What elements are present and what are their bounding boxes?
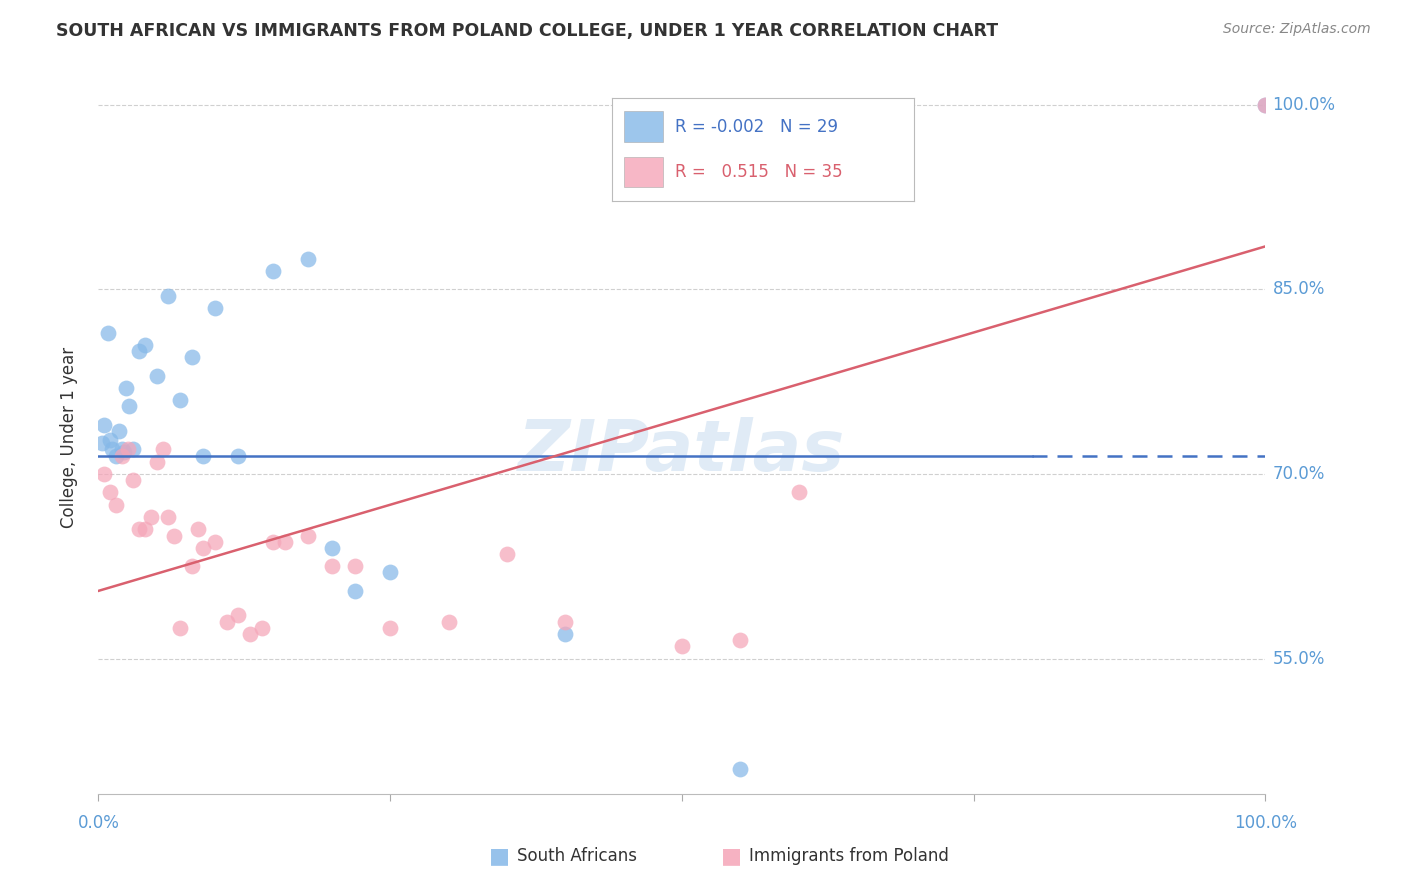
Point: [104, 498, 127, 512]
Point: [378, 621, 402, 635]
Point: [112, 445, 135, 459]
Text: 55.0%: 55.0%: [1272, 649, 1324, 667]
Point: [146, 455, 169, 469]
Point: [193, 541, 215, 555]
Text: ■: ■: [721, 847, 741, 866]
Point: [169, 393, 191, 408]
Point: [671, 639, 693, 653]
Point: [262, 264, 284, 278]
Point: [128, 522, 150, 536]
Text: Source: ZipAtlas.com: Source: ZipAtlas.com: [1223, 22, 1371, 37]
Text: 100.0%: 100.0%: [1272, 95, 1336, 114]
Point: [344, 559, 367, 574]
Point: [378, 566, 402, 580]
Point: [108, 424, 131, 438]
Text: R = -0.002   N = 29: R = -0.002 N = 29: [675, 118, 838, 136]
Point: [128, 343, 150, 358]
Point: [204, 301, 226, 315]
Point: [297, 528, 319, 542]
Text: 70.0%: 70.0%: [1272, 465, 1324, 483]
Point: [215, 615, 238, 629]
Text: Immigrants from Poland: Immigrants from Poland: [749, 847, 949, 865]
Point: [437, 615, 460, 629]
Point: [787, 485, 810, 500]
Text: 0.0%: 0.0%: [77, 814, 120, 831]
Point: [146, 368, 169, 383]
Point: [104, 449, 127, 463]
Point: [554, 627, 576, 641]
Point: [204, 534, 226, 549]
Point: [1254, 98, 1277, 112]
Point: [101, 442, 124, 457]
Point: [139, 510, 162, 524]
Point: [262, 534, 284, 549]
Point: [98, 433, 121, 447]
Point: [163, 528, 186, 542]
Point: [1254, 98, 1277, 112]
Point: [274, 534, 297, 549]
Point: [554, 615, 576, 629]
Point: [111, 442, 134, 457]
Point: [157, 288, 180, 302]
Point: [93, 417, 115, 432]
Y-axis label: College, Under 1 year: College, Under 1 year: [59, 346, 77, 528]
Point: [180, 559, 202, 574]
Point: [344, 583, 367, 598]
Point: [180, 350, 202, 364]
Point: [111, 449, 134, 463]
Text: ZIPatlas: ZIPatlas: [519, 417, 845, 486]
Point: [321, 541, 343, 555]
Point: [169, 621, 191, 635]
Bar: [624, 112, 664, 142]
Point: [321, 559, 343, 574]
Point: [122, 442, 145, 457]
Point: [90, 436, 112, 450]
Point: [228, 449, 250, 463]
Text: SOUTH AFRICAN VS IMMIGRANTS FROM POLAND COLLEGE, UNDER 1 YEAR CORRELATION CHART: SOUTH AFRICAN VS IMMIGRANTS FROM POLAND …: [56, 22, 998, 40]
Point: [97, 326, 120, 340]
Point: [495, 547, 517, 561]
Point: [98, 485, 121, 500]
Text: R =   0.515   N = 35: R = 0.515 N = 35: [675, 163, 842, 181]
Point: [187, 522, 209, 536]
Text: ■: ■: [489, 847, 509, 866]
Point: [93, 467, 115, 481]
Point: [239, 627, 262, 641]
Point: [118, 400, 141, 414]
Point: [730, 633, 752, 648]
Point: [250, 621, 273, 635]
Bar: [624, 157, 664, 187]
Point: [117, 442, 139, 457]
Point: [115, 381, 138, 395]
Point: [134, 522, 156, 536]
Text: 85.0%: 85.0%: [1272, 280, 1324, 299]
Point: [730, 762, 752, 776]
Text: 100.0%: 100.0%: [1234, 814, 1296, 831]
Point: [152, 442, 174, 457]
Point: [157, 510, 180, 524]
Point: [228, 608, 250, 623]
Point: [122, 473, 145, 487]
Point: [193, 449, 215, 463]
Point: [297, 252, 319, 266]
Point: [134, 338, 156, 352]
Text: South Africans: South Africans: [517, 847, 637, 865]
